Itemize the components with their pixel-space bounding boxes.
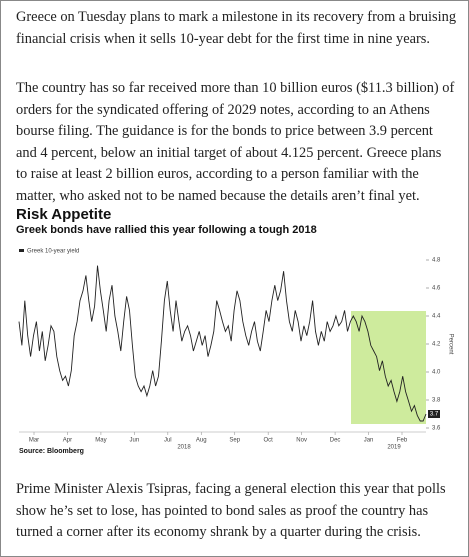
chart: Greek 10-year yield Percent Source: Bloo… [18,249,453,455]
y-tick-label: 3.6 [432,426,441,432]
x-tick-label: Oct [264,438,274,444]
paragraph: Greece on Tuesday plans to mark a milest… [16,9,457,47]
x-tick-label: Mar [29,438,39,444]
x-tick-label: May [95,438,106,444]
y-tick-label: 4.6 [432,286,441,292]
x-tick-label: Nov [296,438,307,444]
x-tick-label: Dec [330,438,341,444]
paragraph: The country has so far received more tha… [16,80,455,204]
paragraph: Prime Minister Alexis Tsipras, facing a … [16,481,446,540]
x-tick-label: Apr [63,438,72,444]
y-tick-label: 4.8 [432,258,441,264]
y-tick-label: 3.8 [432,398,441,404]
line [18,265,427,422]
x-tick-label: Jun [130,438,140,444]
y-tick-label: 4.2 [432,342,441,348]
x-tick-label: Jul [164,438,172,444]
legend-label: Greek 10-year yield [27,249,79,255]
highlight-box [351,311,426,424]
year-label: 2018 [177,445,191,451]
y-axis-label: Percent [447,334,453,355]
chart-title: Risk Appetite [16,206,112,223]
last-value-box [428,410,440,418]
x-tick-label: Jan [364,438,374,444]
chart-subtitle: Greek bonds have rallied this year follo… [16,224,317,236]
y-tick-label: 4.4 [432,314,441,320]
legend-swatch [19,249,24,252]
source: Source: Bloomberg [19,448,84,455]
x-tick-label: Feb [397,438,408,444]
x-tick-label: Sep [229,438,240,444]
y-tick-label: 4.0 [432,370,441,376]
x-tick-label: Aug [196,438,207,444]
year-label: 2019 [387,445,401,451]
last-value-label: 3.7 [430,412,439,418]
